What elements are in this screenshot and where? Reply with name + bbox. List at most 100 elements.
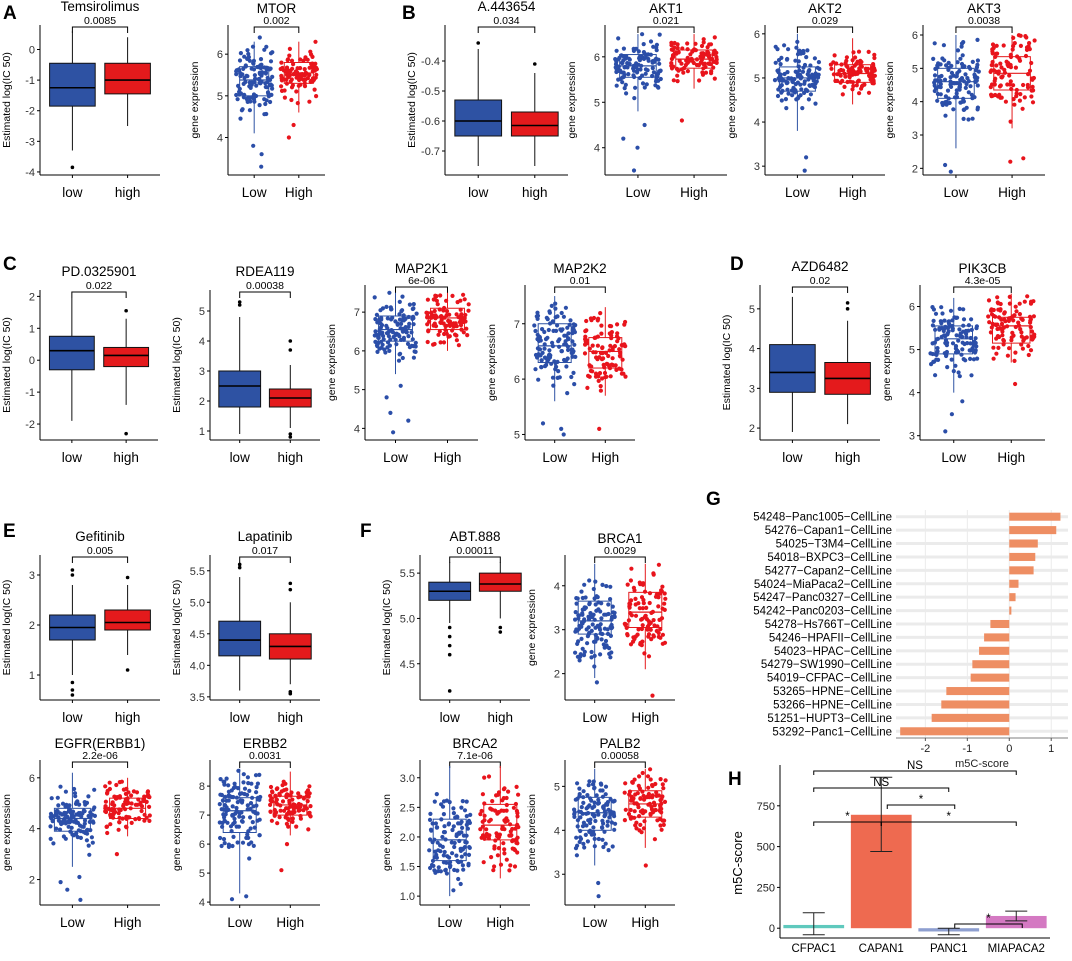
- data-point: [574, 601, 579, 606]
- y-tick-label: 4.0: [190, 660, 205, 672]
- data-point: [999, 65, 1004, 70]
- data-point: [262, 65, 267, 70]
- data-point: [504, 802, 509, 808]
- data-point: [286, 824, 291, 829]
- bar-category-label: 54242−Panc0203−CellLine: [753, 606, 892, 618]
- data-point: [651, 571, 656, 576]
- data-point: [599, 782, 604, 787]
- data-point: [575, 641, 580, 647]
- data-point: [595, 809, 600, 814]
- y-tick-label: 5: [217, 91, 223, 103]
- y-tick-label: -0.4: [421, 56, 440, 68]
- data-point: [238, 71, 243, 76]
- data-point: [658, 68, 663, 74]
- data-point: [241, 66, 246, 71]
- data-point: [250, 44, 256, 49]
- data-point: [493, 838, 498, 843]
- data-point: [302, 804, 307, 809]
- significance-bracket: [239, 556, 291, 563]
- y-tick-label: 5: [354, 385, 360, 397]
- data-point: [598, 652, 603, 657]
- data-point: [943, 113, 948, 118]
- data-point: [284, 65, 290, 70]
- data-point: [562, 342, 567, 347]
- data-point: [264, 44, 269, 49]
- data-point: [553, 306, 558, 311]
- data-point: [1008, 159, 1013, 164]
- data-point: [536, 377, 541, 382]
- data-point: [496, 846, 501, 851]
- x-tick-label: High: [998, 185, 1026, 200]
- data-point: [948, 308, 954, 313]
- data-point: [263, 81, 268, 86]
- data-point: [582, 582, 587, 587]
- data-point: [1028, 320, 1033, 325]
- data-point: [935, 63, 940, 68]
- data-point: [390, 315, 395, 320]
- p-value: 2.2e-06: [82, 750, 118, 762]
- data-point: [966, 90, 971, 95]
- data-point: [954, 333, 959, 338]
- data-point: [601, 804, 606, 809]
- data-point: [556, 369, 561, 374]
- box: [769, 344, 816, 393]
- data-point: [584, 627, 589, 632]
- data-point: [605, 823, 610, 828]
- data-point: [989, 63, 994, 68]
- data-point: [959, 44, 964, 49]
- data-point: [615, 322, 620, 327]
- data-point: [425, 313, 430, 319]
- x-tick-label: low: [782, 450, 803, 465]
- data-point: [779, 98, 784, 103]
- data-point: [307, 812, 312, 818]
- data-point: [581, 820, 587, 825]
- data-point: [226, 842, 231, 847]
- data-point: [951, 369, 956, 374]
- data-point: [438, 849, 443, 854]
- y-axis-label: Estimated log(IC 50): [721, 315, 733, 411]
- data-point: [935, 346, 940, 351]
- data-point: [123, 797, 128, 802]
- data-point: [1029, 299, 1034, 304]
- x-tick-label: Low: [383, 450, 408, 465]
- data-point: [535, 354, 540, 360]
- data-point: [712, 59, 717, 64]
- data-point: [427, 817, 433, 823]
- data-point: [960, 347, 965, 352]
- data-point: [930, 323, 936, 328]
- data-point: [786, 91, 791, 96]
- data-point: [620, 80, 625, 85]
- panel-title: MAP2K2: [553, 261, 606, 276]
- data-point: [775, 47, 780, 52]
- data-point: [632, 809, 637, 814]
- data-point: [577, 792, 582, 797]
- data-point: [105, 830, 110, 836]
- p-value: 0.034: [493, 15, 519, 27]
- data-point: [547, 310, 553, 315]
- data-point: [265, 90, 271, 95]
- data-point: [275, 821, 280, 826]
- data-point: [384, 395, 389, 400]
- data-point: [1013, 324, 1018, 330]
- outlier-point: [288, 435, 293, 439]
- data-point: [466, 852, 472, 858]
- data-point: [975, 83, 980, 88]
- data-point: [218, 835, 223, 841]
- data-point: [808, 63, 813, 68]
- data-point: [589, 655, 594, 660]
- bar: [979, 646, 1010, 655]
- p-value: 0.00038: [246, 280, 284, 292]
- data-point: [599, 637, 604, 642]
- data-point: [466, 302, 471, 307]
- data-point: [411, 355, 416, 360]
- data-point: [513, 801, 519, 807]
- data-point: [54, 826, 59, 831]
- data-point: [535, 310, 540, 315]
- data-point: [571, 327, 576, 333]
- data-point: [550, 340, 555, 345]
- outlier-point: [476, 41, 481, 45]
- data-point: [656, 562, 662, 567]
- data-point: [590, 812, 595, 817]
- data-point: [1028, 348, 1034, 353]
- data-point: [856, 78, 861, 83]
